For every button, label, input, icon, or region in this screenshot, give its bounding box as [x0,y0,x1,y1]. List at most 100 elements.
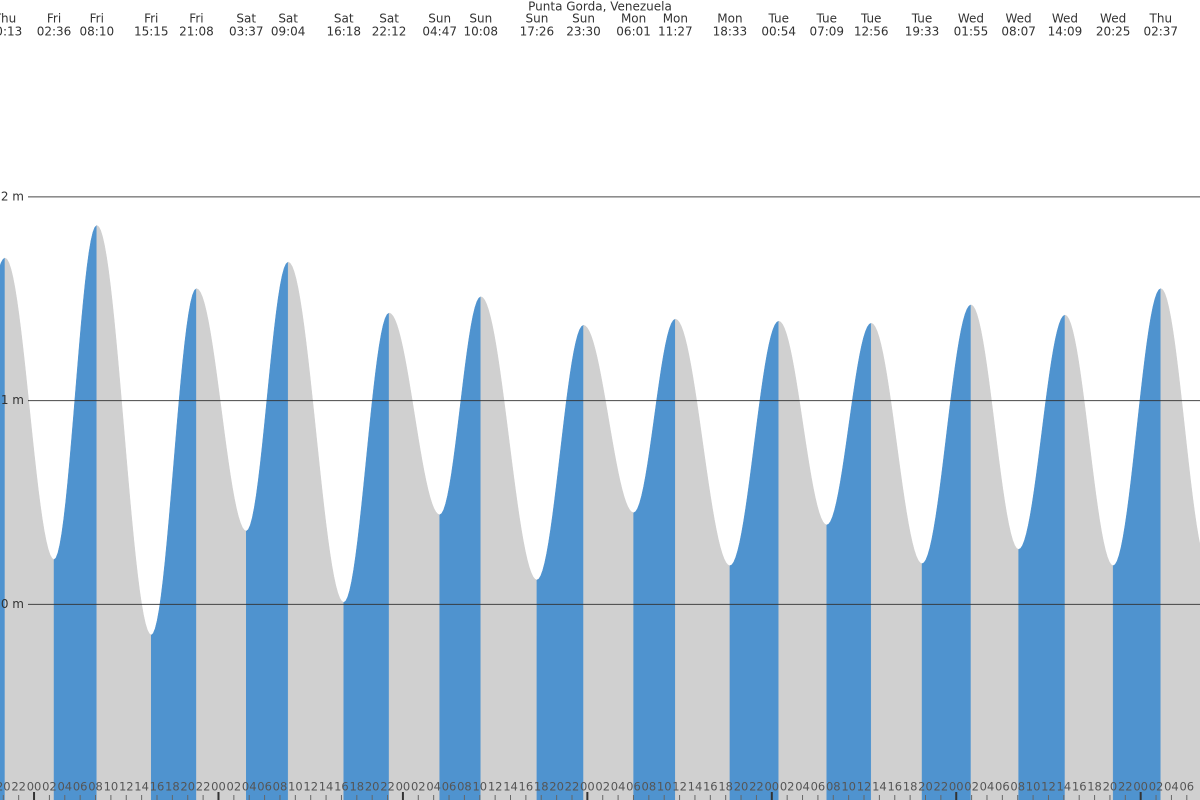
falling-tide [4,257,55,800]
hour-label: 10 [1026,780,1041,794]
falling-tide [196,288,247,800]
rising-tide [1112,288,1162,800]
y-tick-label: 1 m [1,393,24,407]
extreme-time: 22:12 [372,25,407,39]
hour-label: 06 [442,780,457,794]
hour-label: 22 [934,780,949,794]
hour-label: 10 [288,780,303,794]
hour-label: 12 [1041,780,1056,794]
hour-label: 14 [872,780,887,794]
extreme-day: Sun [428,12,451,26]
falling-tide [970,304,1019,800]
extreme-time: 03:37 [229,25,264,39]
rising-tide [53,224,98,800]
hour-label: 18 [534,780,549,794]
hour-label: 04 [57,780,72,794]
hour-label: 08 [1010,780,1025,794]
rising-tide [633,318,676,800]
hour-label: 22 [1118,780,1133,794]
extreme-day: Tue [860,12,882,26]
hour-label: 20 [365,780,380,794]
extreme-time: 07:09 [809,25,844,39]
extreme-time: 00:54 [761,25,796,39]
hour-label: 04 [426,780,441,794]
hour-label: 18 [165,780,180,794]
extreme-time: 02:36 [37,25,72,39]
extreme-time: 12:56 [854,25,889,39]
hour-label: 18 [718,780,733,794]
rising-tide [343,312,390,800]
rising-tide [439,296,482,800]
hour-label: 22 [565,780,580,794]
hour-label: 16 [703,780,718,794]
hour-label: 16 [334,780,349,794]
rising-tide [246,261,289,800]
hour-label: 14 [503,780,518,794]
extreme-time: 04:47 [422,25,457,39]
extreme-time: 21:08 [179,25,214,39]
falling-tide [480,296,538,800]
extreme-day: Mon [717,12,742,26]
extreme-time: 16:18 [326,25,361,39]
hour-label: 06 [626,780,641,794]
hour-label: 22 [196,780,211,794]
hour-label: 20 [180,780,195,794]
hour-label: 20 [549,780,564,794]
extreme-time: 08:10 [80,25,115,39]
hour-label: 06 [73,780,88,794]
hour-label: 14 [1057,780,1072,794]
extreme-time: 20:25 [1096,25,1131,39]
y-tick-label: 0 m [1,597,24,611]
hour-label: 00 [764,780,779,794]
extreme-day: Sat [278,12,298,26]
hour-label: 20 [1103,780,1118,794]
hour-label: 12 [857,780,872,794]
extreme-day: Mon [663,12,688,26]
extreme-time: 19:33 [905,25,940,39]
hour-label: 04 [611,780,626,794]
hour-label: 20 [0,780,11,794]
hour-label: 12 [488,780,503,794]
extreme-day: Fri [144,12,158,26]
falling-tide [583,324,634,800]
hour-label: 04 [242,780,257,794]
hour-label: 10 [841,780,856,794]
hour-label: 14 [319,780,334,794]
extreme-day: Sun [525,12,548,26]
rising-tide [729,320,779,800]
extreme-day: Wed [1100,12,1126,26]
falling-tide [675,318,731,800]
hour-label: 22 [380,780,395,794]
y-tick-label: 2 m [1,189,24,203]
hour-label: 02 [411,780,426,794]
extreme-day: Wed [958,12,984,26]
hour-label: 02 [780,780,795,794]
falling-tide [1064,314,1114,800]
falling-tide [287,261,345,800]
extreme-time: 08:07 [1001,25,1036,39]
extreme-day: Thu [1149,12,1173,26]
hour-label: 10 [472,780,487,794]
hour-label: 22 [11,780,26,794]
hour-label: 12 [119,780,134,794]
hour-label: 10 [104,780,119,794]
rising-tide [1018,314,1066,800]
hour-label: 02 [1149,780,1164,794]
hour-label: 16 [150,780,165,794]
extreme-day: Sat [236,12,256,26]
extreme-day: Thu [0,12,16,26]
hour-label: 02 [227,780,242,794]
extreme-day: Mon [621,12,646,26]
hour-label: 16 [887,780,902,794]
extreme-day: Fri [90,12,104,26]
hour-label: 06 [257,780,272,794]
hour-label: 16 [519,780,534,794]
hour-label: 00 [27,780,42,794]
extreme-day: Tue [911,12,933,26]
extreme-time: 06:01 [616,25,651,39]
extreme-time: 17:26 [520,25,555,39]
hour-label: 08 [642,780,657,794]
hour-label: 02 [964,780,979,794]
hour-label: 00 [396,780,411,794]
